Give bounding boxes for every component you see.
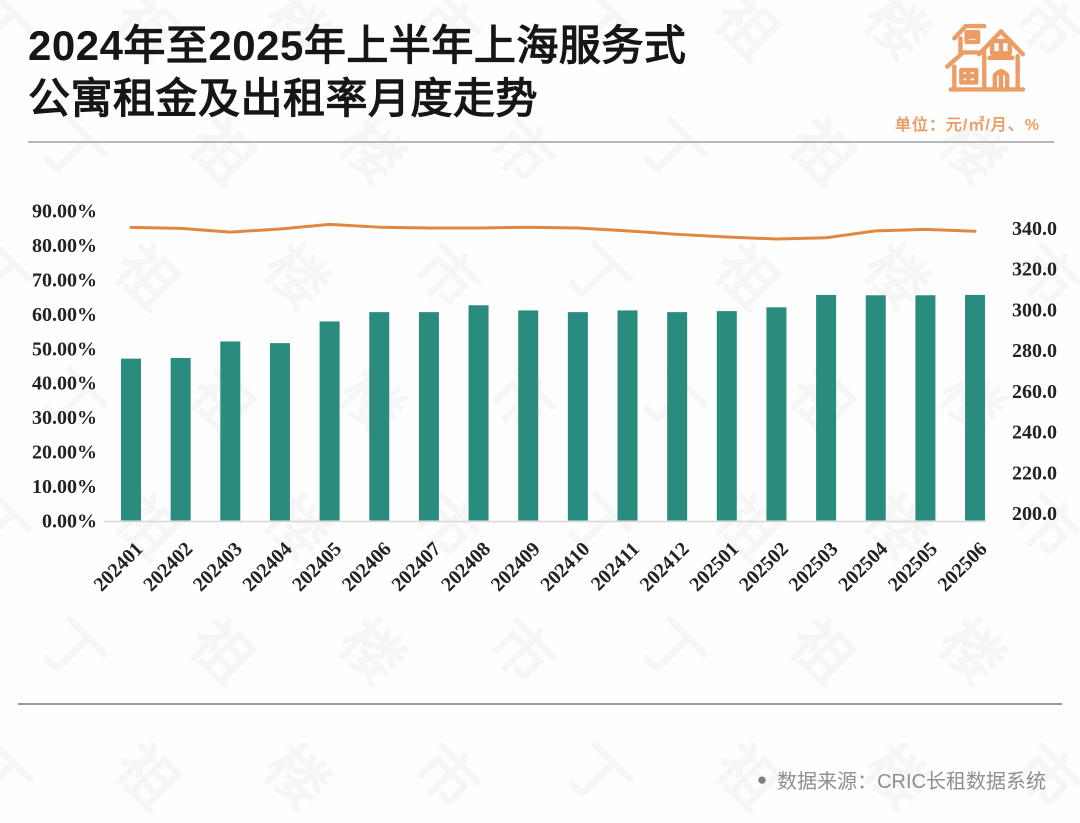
house-awning-roof — [945, 50, 987, 69]
left-axis-tick-label: 50.00% — [32, 338, 97, 360]
occupancy-bar — [915, 295, 936, 521]
occupancy-bar — [269, 343, 290, 521]
watermark-character: 楼 — [851, 0, 942, 72]
left-axis-tick-label: 80.00% — [32, 235, 97, 257]
house-right-walls — [982, 53, 1020, 92]
x-axis-category-label: 202412 — [636, 538, 694, 596]
watermark-character: 丁 — [0, 732, 42, 822]
rent-occupancy-chart: 0.00% 10.00% 20.00% 30.00% 40.00% 50.00% 60.00… — [32, 201, 1057, 596]
x-axis-category-label: 202408 — [437, 538, 495, 596]
watermark-character: 楼 — [251, 732, 342, 822]
rent-line — [129, 222, 977, 241]
right-axis-tick-label: 320.0 — [1012, 259, 1057, 281]
left-axis-tick-label: 60.00% — [32, 304, 97, 326]
title-divider — [28, 141, 1054, 143]
footer-divider — [18, 703, 1062, 705]
left-axis-tick-label: 10.00% — [32, 476, 97, 498]
left-axis-tick-label: 20.00% — [32, 442, 97, 464]
right-axis-tick-label: 300.0 — [1012, 299, 1057, 321]
x-axis-category-label: 202502 — [735, 538, 793, 596]
right-axis-tick-label: 200.0 — [1012, 503, 1057, 525]
x-axis-category-label: 202504 — [834, 538, 892, 596]
x-axis-category-label: 202506 — [934, 538, 992, 596]
x-axis-category-label: 202503 — [785, 538, 843, 596]
right-axis-tick-label: 260.0 — [1012, 381, 1057, 403]
left-axis-tick-label: 40.00% — [32, 373, 97, 395]
house-lower-window-pane — [959, 67, 979, 85]
occupancy-bar — [567, 312, 588, 521]
occupancy-bar — [716, 311, 737, 521]
left-axis-tick-label: 0.00% — [42, 511, 97, 533]
house-icon — [945, 23, 1026, 92]
left-axis-tick-label: 90.00% — [32, 201, 97, 223]
watermark-character: 祖 — [701, 0, 792, 72]
right-axis-tick-label: 340.0 — [1012, 218, 1057, 240]
occupancy-bar — [170, 357, 191, 521]
right-axis-tick-label: 240.0 — [1012, 422, 1057, 444]
title-line-1: 2024年至2025年上半年上海服务式 — [28, 22, 687, 69]
title-line-2: 公寓租金及出租率月度走势 — [28, 74, 539, 122]
house-right-roof — [976, 29, 1026, 57]
watermark-character: 丁 — [551, 732, 642, 822]
right-axis-tick-label: 280.0 — [1012, 340, 1057, 362]
right-axis-tick-label: 220.0 — [1012, 462, 1057, 484]
house-gable-window-pane — [987, 38, 1015, 60]
occupancy-bar — [518, 310, 539, 521]
x-axis-category-label: 202411 — [587, 538, 644, 595]
occupancy-bar — [766, 307, 787, 521]
x-axis-category-label: 202501 — [685, 538, 743, 596]
unit-label: 单位：元/㎡/月、% — [894, 117, 1040, 134]
x-axis-category-label: 202410 — [536, 538, 594, 596]
x-axis-category-label: 202401 — [90, 538, 148, 596]
data-source: ● 数据来源：CRIC长租数据系统 — [757, 765, 1046, 794]
occupancy-bar — [220, 341, 241, 521]
x-axis-category-label: 202407 — [387, 538, 445, 596]
left-axis-tick-label: 70.00% — [32, 269, 97, 291]
watermark-character: 祖 — [101, 732, 192, 822]
x-axis-category-label: 202406 — [338, 538, 396, 596]
data-source-text: 数据来源：CRIC长租数据系统 — [777, 771, 1046, 793]
occupancy-bar — [468, 305, 489, 521]
occupancy-bar — [965, 294, 986, 521]
occupancy-bar — [418, 312, 439, 521]
x-axis-category-label: 202404 — [239, 538, 297, 596]
page-title: 2024年至2025年上半年上海服务式 公寓租金及出租率月度走势 — [28, 20, 686, 125]
x-axis-category-label: 202403 — [189, 538, 247, 596]
bullet-icon: ● — [756, 770, 768, 789]
occupancy-bar — [121, 358, 141, 521]
occupancy-bar — [319, 321, 340, 521]
x-axis-category-label: 202405 — [288, 538, 346, 596]
x-axis-category-label: 202409 — [487, 538, 545, 596]
watermark-character: 市 — [401, 732, 492, 822]
x-axis-category-label: 202402 — [139, 538, 197, 596]
occupancy-bar — [667, 312, 688, 521]
occupancy-bar — [816, 294, 837, 521]
occupancy-bar — [865, 295, 886, 521]
left-axis-tick-label: 30.00% — [32, 407, 97, 429]
x-axis-category-label: 202505 — [884, 538, 942, 596]
occupancy-bar — [617, 310, 638, 521]
occupancy-bar — [369, 312, 390, 521]
house-door — [992, 68, 1010, 92]
house-tower-roof — [952, 23, 987, 41]
